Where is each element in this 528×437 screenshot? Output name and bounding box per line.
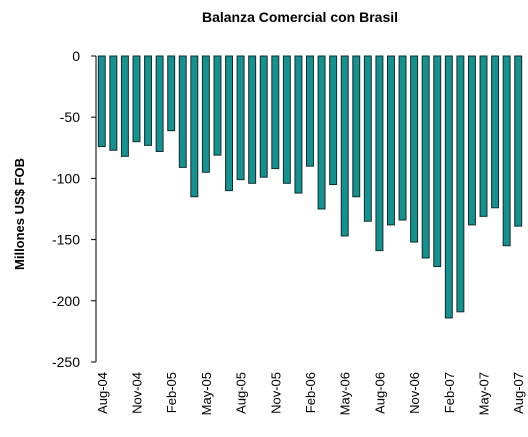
bar (144, 55, 153, 146)
x-tick-label: May-06 (338, 372, 353, 415)
bar (375, 55, 384, 252)
bar (120, 55, 129, 157)
bar (236, 55, 245, 181)
x-tick-label: Nov-05 (268, 372, 283, 414)
bar (178, 55, 187, 168)
bar (410, 55, 419, 243)
bar (109, 55, 118, 151)
bar (479, 55, 488, 217)
bar (456, 55, 465, 313)
bar (306, 55, 314, 167)
y-tick-label: 0 (72, 48, 80, 64)
bar (201, 55, 210, 173)
bar (248, 55, 257, 184)
bar (213, 55, 222, 156)
bar (294, 55, 303, 194)
bar (329, 55, 338, 186)
y-tick-label: -200 (52, 293, 80, 309)
bar (491, 55, 500, 209)
bar (282, 55, 291, 184)
x-tick-label: Nov-06 (407, 372, 422, 414)
x-tick-label: Aug-07 (511, 372, 526, 414)
bar (514, 55, 523, 227)
x-tick-label: Nov-04 (129, 372, 144, 414)
y-tick-label: -250 (52, 354, 80, 370)
chart-title: Balanza Comercial con Brasil (202, 9, 398, 25)
bar (352, 55, 361, 198)
bar (363, 55, 372, 222)
y-tick-label: -150 (52, 232, 80, 248)
bar (259, 55, 268, 178)
x-tick-label: May-05 (199, 372, 214, 415)
bar (502, 55, 511, 247)
x-tick-label: May-07 (477, 372, 492, 415)
bar (97, 55, 106, 148)
bar (467, 55, 476, 226)
bar (317, 55, 326, 210)
bar (132, 55, 141, 143)
bar (421, 55, 430, 259)
bar (225, 55, 233, 192)
y-tick-label: -50 (60, 109, 80, 125)
bar (444, 55, 453, 319)
y-tick-label: -100 (52, 170, 80, 186)
bar (271, 55, 280, 170)
x-tick-label: Feb-07 (442, 372, 457, 413)
x-tick-label: Aug-04 (95, 372, 110, 414)
bar (155, 55, 164, 152)
bar (190, 55, 199, 198)
bar (387, 55, 395, 226)
bar (340, 55, 349, 237)
x-tick-label: Aug-05 (234, 372, 249, 414)
bar (398, 55, 407, 221)
x-tick-label: Aug-06 (372, 372, 387, 414)
bar (167, 55, 176, 132)
x-tick-label: Feb-05 (164, 372, 179, 413)
bar (433, 55, 442, 268)
y-axis-label: Millones US$ FOB (12, 158, 27, 270)
x-tick-label: Feb-06 (303, 372, 318, 413)
